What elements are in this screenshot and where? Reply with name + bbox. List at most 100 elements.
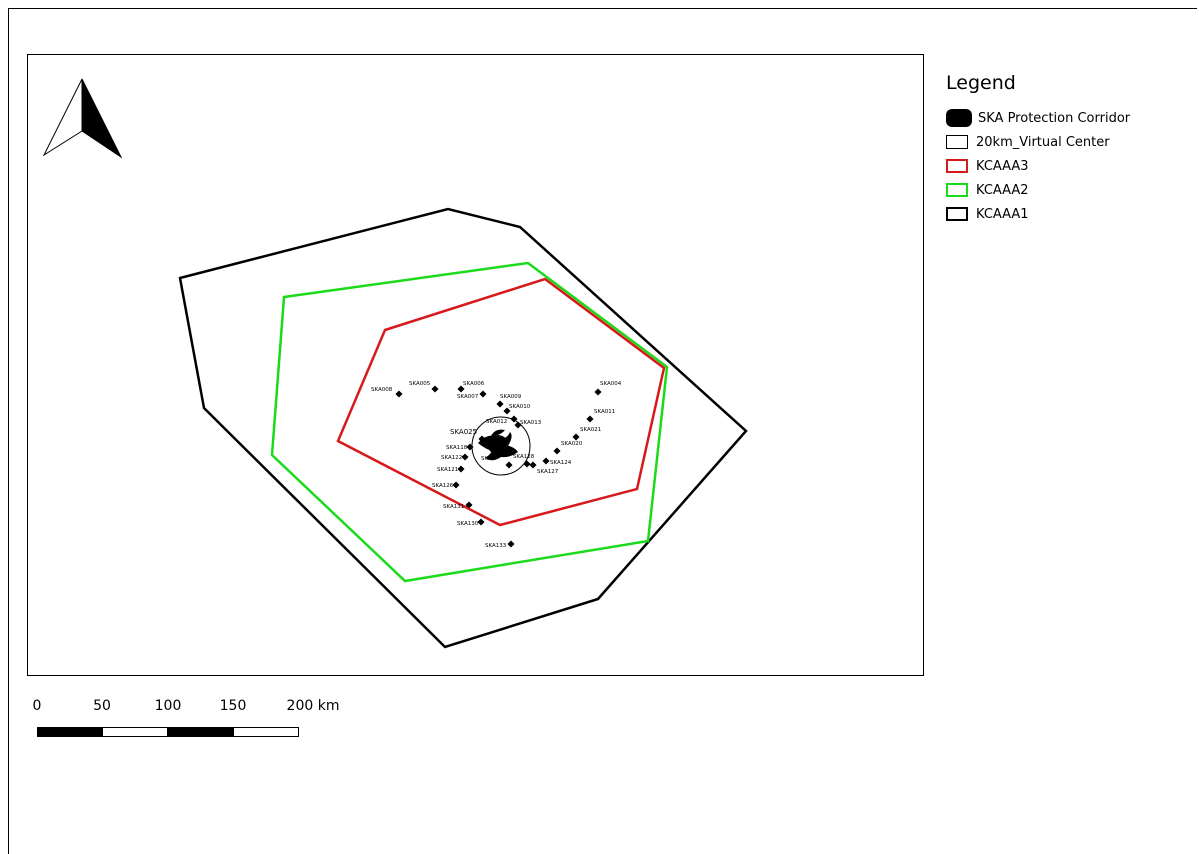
legend-label: 20km_Virtual Center <box>976 134 1110 150</box>
diamond-marker-icon <box>457 465 465 473</box>
diamond-marker-icon <box>594 388 602 396</box>
site-marker[interactable]: SKA010 <box>503 404 531 415</box>
scale-label: 0 <box>32 698 42 714</box>
legend-label: KCAAA3 <box>976 158 1029 174</box>
polygon-outline-icon <box>946 207 968 221</box>
scale-segment <box>233 727 299 737</box>
kcaaa2-zone <box>270 261 669 583</box>
diamond-marker-icon <box>395 390 403 398</box>
diamond-marker-icon <box>529 461 537 469</box>
diamond-marker-icon <box>431 385 439 393</box>
site-marker[interactable]: SKA124 <box>542 457 572 466</box>
kcaaa1-zone <box>178 207 748 649</box>
site-marker[interactable]: SKA <box>481 456 513 469</box>
site-marker[interactable]: SKA122 <box>441 453 469 461</box>
site-marker[interactable]: SKA011 <box>586 409 615 423</box>
site-marker[interactable]: SKA004 <box>594 381 622 396</box>
site-marker[interactable]: SKA121 <box>437 465 465 473</box>
diamond-marker-icon <box>553 447 561 455</box>
site-marker[interactable]: SKA007 <box>457 390 487 400</box>
scale-segment <box>102 727 168 737</box>
site-label: SKA004 <box>600 381 622 387</box>
polygon-outline-icon <box>946 159 968 173</box>
site-label: SKA133 <box>485 543 507 549</box>
site-marker[interactable]: SKA126 <box>432 481 460 489</box>
site-layer: SKA008 SKA005 SKA006 SKA007 SKA009 SKA010 SKA0… <box>371 381 622 549</box>
site-label: SKA020 <box>561 441 583 447</box>
site-label: SKA008 <box>371 387 393 393</box>
site-marker[interactable]: SKA133 <box>485 540 515 549</box>
scale-label: 150 <box>219 698 247 714</box>
site-label: SKA118 <box>446 445 468 451</box>
site-marker[interactable]: SKA128 <box>513 454 535 468</box>
diamond-marker-icon <box>507 540 515 548</box>
scale-label: 50 <box>93 698 111 714</box>
legend-title: Legend <box>946 72 1016 94</box>
legend-item-kcaaa2: KCAAA2 <box>946 178 1130 202</box>
north-arrow-icon <box>42 78 123 159</box>
site-label: SKA130 <box>457 521 479 527</box>
kcaaa3-zone <box>336 277 666 527</box>
scale-label: 100 <box>154 698 182 714</box>
page-frame <box>8 8 1197 854</box>
site-label: SKA006 <box>463 381 485 387</box>
site-label: SKA <box>481 456 492 462</box>
legend-label: KCAAA1 <box>976 206 1029 222</box>
diamond-marker-icon <box>477 518 485 526</box>
site-label: SKA127 <box>537 469 559 475</box>
site-marker[interactable]: SKA020 <box>553 441 583 455</box>
diamond-marker-icon <box>572 433 580 441</box>
filled-blob-icon <box>946 109 972 127</box>
diamond-marker-icon <box>479 390 487 398</box>
site-label: SKA011 <box>594 409 615 415</box>
scale-bar: 0 50 100 150 200 km <box>30 698 350 748</box>
diamond-marker-icon <box>496 400 504 408</box>
scale-label: 200 km <box>286 698 340 714</box>
site-marker[interactable]: SKA131 <box>443 501 473 510</box>
map-frame[interactable] <box>27 54 924 676</box>
site-marker[interactable]: SKA008 <box>371 387 403 398</box>
diamond-marker-icon <box>461 453 469 461</box>
site-label: SKA013 <box>520 420 542 426</box>
diamond-marker-icon <box>542 457 550 465</box>
legend-item-corridor: SKA Protection Corridor <box>946 106 1130 130</box>
diamond-marker-icon <box>465 501 473 509</box>
site-marker[interactable]: SKA127 <box>529 461 559 475</box>
site-label: SKA025 <box>450 428 477 436</box>
site-marker[interactable]: SKA118 <box>446 443 474 451</box>
polygon-outline-icon <box>946 183 968 197</box>
diamond-marker-icon <box>503 407 511 415</box>
site-marker[interactable]: SKA005 <box>409 381 439 393</box>
diamond-marker-icon <box>510 415 518 423</box>
outline-box-icon <box>946 135 968 149</box>
site-label: SKA009 <box>500 394 522 400</box>
site-marker[interactable]: SKA009 <box>496 394 522 408</box>
site-marker[interactable]: SKA013 <box>514 420 542 429</box>
legend-label: SKA Protection Corridor <box>978 110 1131 126</box>
diamond-marker-icon <box>478 435 486 443</box>
legend-item-virtual-center: 20km_Virtual Center <box>946 130 1130 154</box>
site-marker[interactable]: SKA025 <box>450 428 486 443</box>
legend-panel: Legend SKA Protection Corridor 20km_Virt… <box>946 72 1130 226</box>
site-label: SKA005 <box>409 381 431 387</box>
site-label: SKA124 <box>550 460 572 466</box>
site-label: SKA126 <box>432 483 454 489</box>
site-marker[interactable]: SKA006 <box>457 381 485 393</box>
scale-segment <box>37 727 103 737</box>
site-label: SKA021 <box>580 427 601 433</box>
legend-label: KCAAA2 <box>976 182 1029 198</box>
site-marker[interactable]: SKA012 <box>486 415 518 425</box>
site-label: SKA122 <box>441 455 462 461</box>
site-marker[interactable]: SKA130 <box>457 518 485 527</box>
site-label: SKA131 <box>443 504 464 510</box>
site-label: SKA121 <box>437 467 458 473</box>
diamond-marker-icon <box>457 385 465 393</box>
diamond-marker-icon <box>505 461 513 469</box>
site-label: SKA007 <box>457 394 479 400</box>
ska-protection-corridor <box>478 429 518 461</box>
site-label: SKA010 <box>509 404 531 410</box>
site-marker[interactable]: SKA021 <box>572 427 601 441</box>
scale-segment <box>168 727 234 737</box>
diamond-marker-icon <box>466 443 474 451</box>
